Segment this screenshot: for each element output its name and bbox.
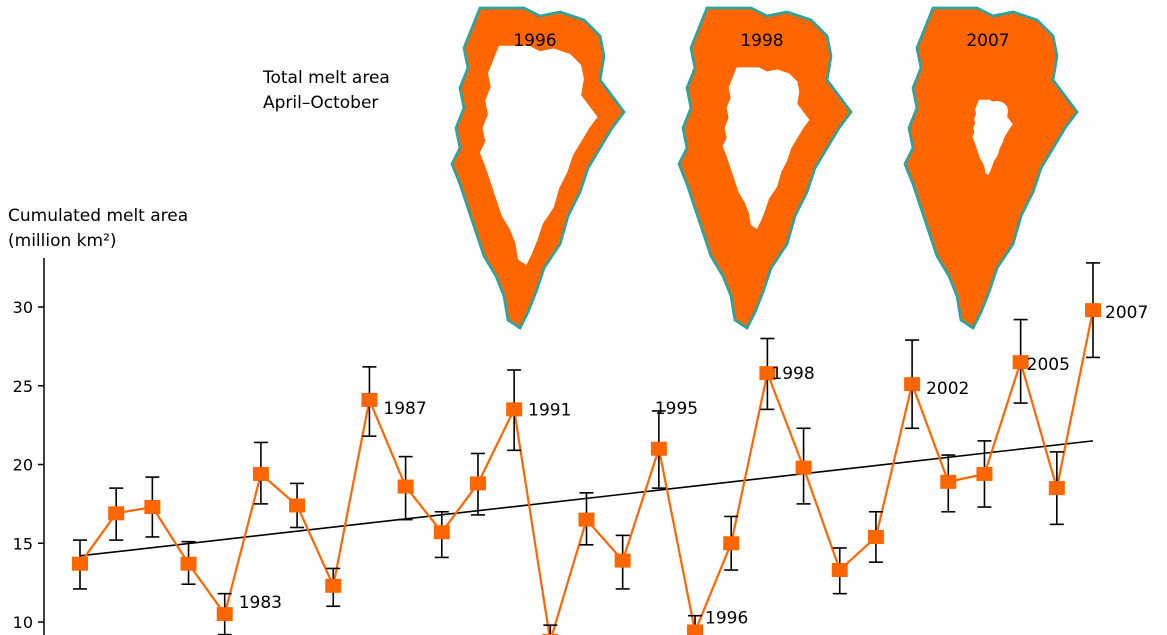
- data-point-1993: [579, 513, 595, 527]
- data-point-2004: [976, 467, 992, 481]
- data-point-2000: [832, 563, 848, 577]
- map-greenland-1998: [679, 8, 851, 328]
- annotation-1987: 1987: [383, 399, 426, 419]
- annotation-1996: 1996: [705, 608, 748, 628]
- data-point-1996: [687, 624, 703, 635]
- data-point-1988: [398, 480, 414, 494]
- y-tick-label-25: 25: [13, 377, 33, 396]
- data-point-1995: [651, 442, 667, 456]
- data-point-1997: [723, 536, 739, 550]
- data-point-2003: [940, 475, 956, 489]
- map-melt-area-2007: [905, 8, 1077, 328]
- data-point-1983: [217, 607, 233, 621]
- data-point-2007: [1085, 303, 1101, 317]
- data-point-2002: [904, 377, 920, 391]
- data-point-2001: [868, 530, 884, 544]
- data-point-1986: [325, 579, 341, 593]
- y-tick-label-15: 15: [13, 534, 33, 553]
- map-year-label-1996: 1996: [513, 31, 556, 51]
- annotation-2005: 2005: [1027, 355, 1070, 375]
- map-melt-area-1996: [452, 8, 624, 328]
- annotation-2007: 2007: [1105, 303, 1148, 323]
- data-point-1980: [108, 506, 124, 520]
- map-caption-line2: April–October: [263, 93, 378, 113]
- data-point-1989: [434, 525, 450, 539]
- data-point-1999: [796, 461, 812, 475]
- y-axis-ticks: 10 15 20 25 30: [13, 298, 44, 632]
- annotation-1995: 1995: [655, 399, 698, 419]
- y-axis-label-line1: Cumulated melt area: [8, 206, 188, 226]
- data-point-1984: [253, 467, 269, 481]
- data-point-1985: [289, 498, 305, 512]
- map-melt-area-1998: [679, 8, 851, 328]
- map-year-label-2007: 2007: [966, 31, 1009, 51]
- annotation-1998: 1998: [771, 364, 814, 384]
- plot-area: 1983198719911992199519961998200220052007: [72, 263, 1148, 635]
- data-point-1991: [506, 402, 522, 416]
- melt-area-series-line: [80, 310, 1093, 635]
- y-tick-label-10: 10: [13, 613, 33, 632]
- data-point-1987: [361, 393, 377, 407]
- map-greenland-2007: [905, 8, 1077, 328]
- annotation-2002: 2002: [926, 379, 969, 399]
- y-axis-label-line2: (million km²): [8, 231, 117, 251]
- annotation-1991: 1991: [528, 400, 571, 420]
- data-point-2006: [1049, 481, 1065, 495]
- annotation-1983: 1983: [239, 593, 282, 613]
- y-tick-label-20: 20: [13, 456, 33, 475]
- map-year-label-1998: 1998: [740, 31, 783, 51]
- y-tick-label-30: 30: [13, 298, 33, 317]
- map-caption-line1: Total melt area: [262, 68, 390, 88]
- data-point-1981: [144, 500, 160, 514]
- data-point-1994: [615, 554, 631, 568]
- map-insets: 1996 1998 2007: [452, 8, 1077, 328]
- map-greenland-1996: [452, 8, 624, 328]
- data-point-1990: [470, 476, 486, 490]
- data-point-1982: [181, 557, 197, 571]
- data-point-1979: [72, 557, 88, 571]
